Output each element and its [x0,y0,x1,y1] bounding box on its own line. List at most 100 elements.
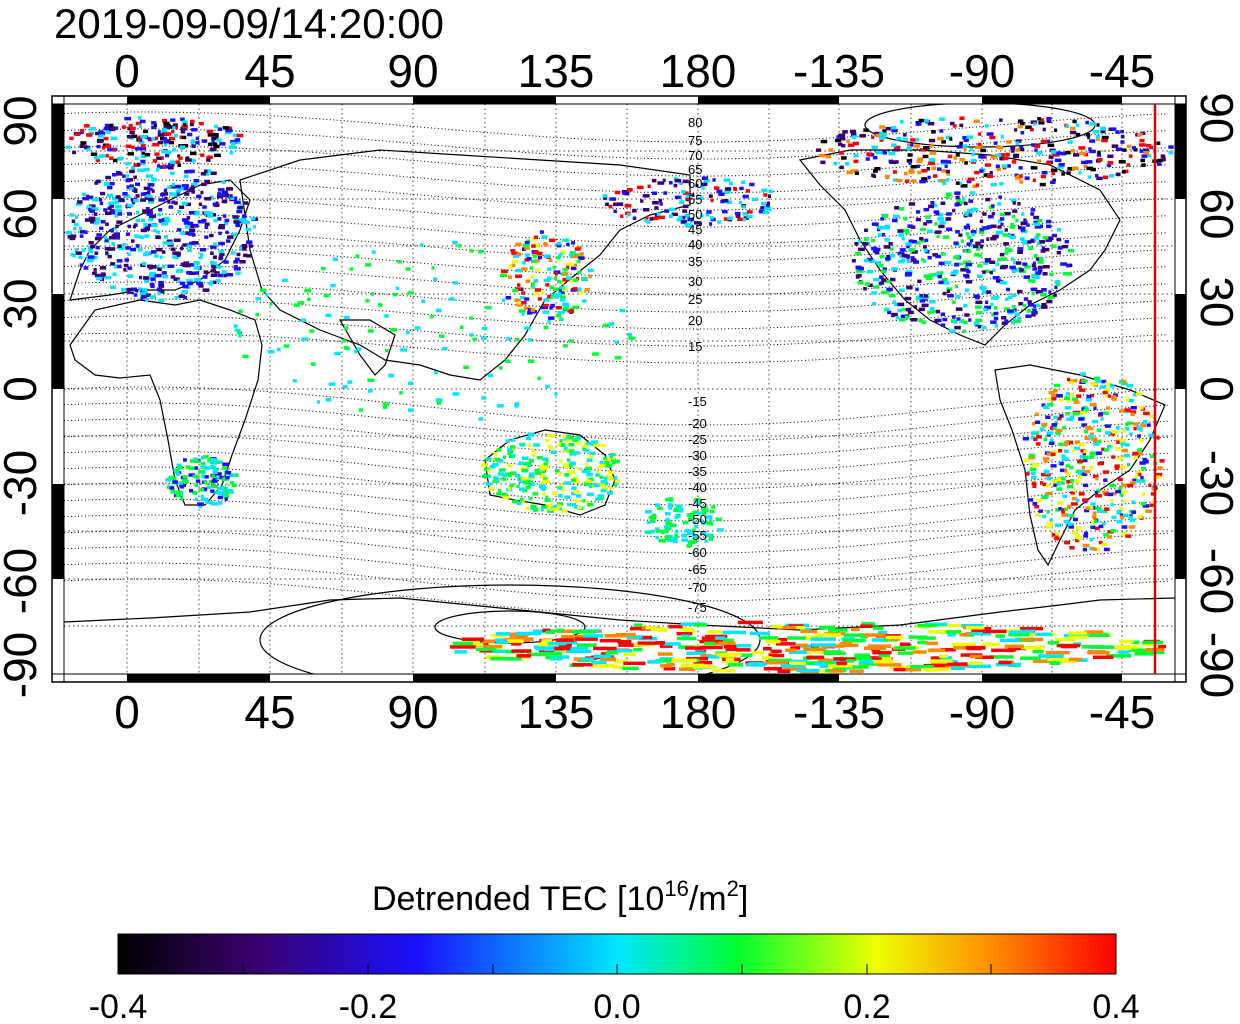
tec-pixel [172,251,180,255]
tec-pixel [929,307,935,311]
tec-pixel [560,298,565,302]
tec-pixel [708,194,713,198]
tec-pixel [143,167,150,172]
tec-pixel [735,214,741,218]
contour-line [64,332,1169,364]
tec-pixel [147,137,151,141]
tec-pixel [572,438,578,442]
tec-pixel [970,243,975,248]
tec-pixel [582,634,604,638]
tec-pixel [1115,447,1121,451]
tec-pixel [1073,153,1080,157]
tec-pixel [151,125,157,130]
tec-pixel [1142,504,1150,508]
tec-pixel [939,117,945,121]
tec-pixel [173,277,180,281]
tec-pixel [1064,239,1069,244]
tec-pixel [65,145,71,149]
tec-pixel [608,204,613,209]
tec-pixel [796,668,820,673]
tec-pixel [1080,372,1086,376]
tec-pixel [1005,297,1009,301]
tec-pixel [1008,248,1012,252]
tec-pixel [1056,416,1062,421]
tec-pixel [1030,120,1038,124]
tec-pixel [253,225,257,229]
tec-pixel [572,662,597,667]
tec-pixel [651,513,657,518]
tec-pixel [1047,296,1052,300]
tec-pixel [1004,247,1009,251]
tec-pixel [687,217,694,222]
tec-pixel [94,273,102,278]
tec-pixel [1089,139,1096,143]
tec-pixel [1056,237,1062,242]
tec-pixel [969,191,975,195]
tec-pixel [143,276,150,280]
tec-pixel [841,637,856,641]
tec-pixel [989,135,996,140]
tec-pixel [217,225,225,230]
tec-pixel [434,370,438,375]
tec-pixel [917,157,924,161]
tec-pixel [1071,531,1079,535]
tec-pixel [1150,454,1157,459]
tec-pixel [524,246,530,250]
tec-pixel [112,158,118,163]
tec-pixel [562,437,568,441]
tec-pixel [907,224,913,228]
tec-pixel [143,186,151,191]
tec-pixel [1103,388,1110,392]
tec-pixel [577,270,582,274]
tec-pixel [539,230,544,234]
tec-pixel [204,225,209,229]
tec-pixel [682,191,689,195]
tec-pixel [1050,180,1056,185]
tec-pixel [1028,455,1036,460]
tec-pixel [540,508,544,512]
tec-pixel [210,245,217,249]
tec-pixel [836,135,840,139]
tec-pixel [92,271,97,276]
tec-pixel [689,531,694,535]
tec-pixel [650,529,655,534]
tec-pixel [190,141,194,146]
tec-pixel [158,298,165,302]
tec-pixel [1018,166,1023,170]
tec-pixel [985,197,991,202]
tec-pixel [611,458,616,462]
tec-pixel [965,631,992,636]
tec-pixel [104,235,108,240]
tec-pixel [1068,635,1089,640]
tec-pixel [452,641,473,646]
tec-pixel [885,126,892,131]
tec-pixel [899,642,911,646]
tec-pixel [117,244,122,248]
tec-pixel [850,129,857,134]
tec-pixel [573,499,579,503]
tec-pixel [269,302,273,306]
tec-pixel [1097,509,1104,513]
tec-pixel [84,230,88,234]
tec-pixel [182,263,188,267]
tec-pixel [679,200,685,204]
tec-pixel [1055,536,1059,541]
tec-pixel [560,250,566,254]
tec-pixel [1023,218,1027,222]
left-y-tick: -30 [0,450,46,516]
colorbar-tick-label: -0.4 [89,988,148,1024]
tec-pixel [187,248,192,253]
tec-pixel [481,396,487,400]
tec-pixel [1119,438,1126,443]
tec-pixel [1022,637,1044,642]
tec-pixel [1040,174,1047,179]
tec-pixel [520,267,528,271]
tec-pixel [508,473,512,478]
tec-pixel [897,308,902,313]
tec-pixel [1096,547,1100,552]
tec-pixel [188,228,196,233]
tec-pixel [1030,645,1045,649]
tec-pixel [627,212,631,217]
tec-pixel [999,638,1019,642]
tec-pixel [996,145,1001,149]
